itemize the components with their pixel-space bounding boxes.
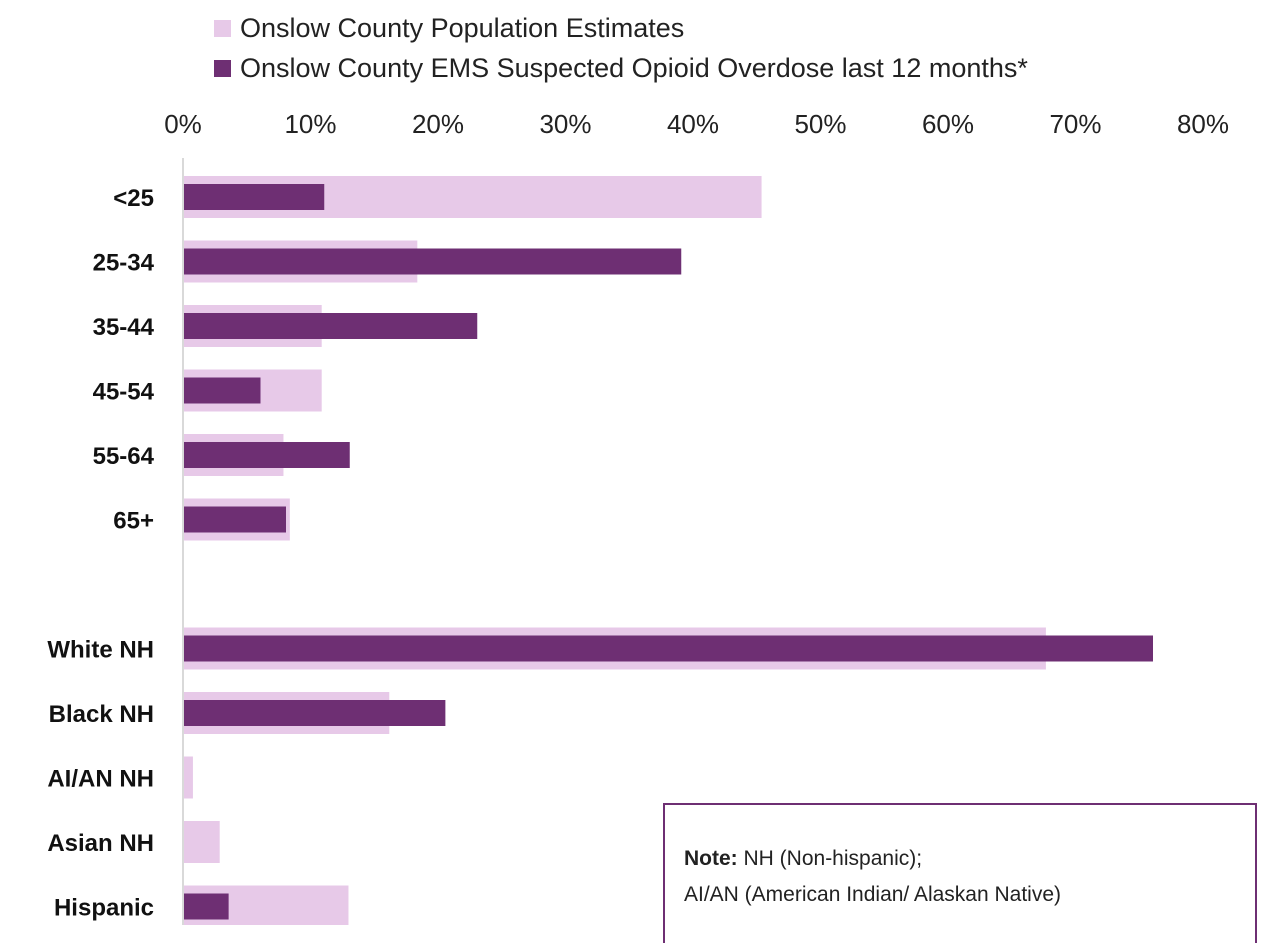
category-label: White NH <box>47 637 154 664</box>
x-tick-label: 20% <box>412 109 464 139</box>
x-tick-label: 70% <box>1049 109 1101 139</box>
note-line-1: Note: NH (Non-hispanic); <box>684 847 922 871</box>
bar-ems <box>184 700 446 726</box>
bar-ems <box>184 377 261 404</box>
bar-population <box>184 821 220 863</box>
category-label: Asian NH <box>47 830 154 857</box>
x-tick-label: 0% <box>164 109 202 139</box>
bar-ems <box>184 313 478 339</box>
category-label: 55-64 <box>93 443 155 470</box>
legend-swatch-population <box>214 19 231 37</box>
legend-label-ems: Onslow County EMS Suspected Opioid Overd… <box>240 52 1028 83</box>
bar-ems <box>184 893 229 920</box>
category-label: Black NH <box>49 701 154 728</box>
note-line-2: AI/AN (American Indian/ Alaskan Native) <box>684 883 1061 906</box>
bar-ems <box>184 248 682 275</box>
x-tick-label: 50% <box>794 109 846 139</box>
category-label: Hispanic <box>54 895 154 922</box>
bar-ems <box>184 635 1153 662</box>
category-label: 65+ <box>113 508 154 535</box>
bar-ems <box>184 184 325 210</box>
note-label: Note: <box>684 847 738 870</box>
legend-label-population: Onslow County Population Estimates <box>240 12 685 43</box>
category-label: 35-44 <box>93 314 155 341</box>
note-box: Note: NH (Non-hispanic); AI/AN (American… <box>663 803 1257 943</box>
x-tick-label: 30% <box>539 109 591 139</box>
category-label: <25 <box>113 185 154 212</box>
legend-item-ems: Onslow County EMS Suspected Opioid Overd… <box>214 48 1028 88</box>
x-tick-label: 80% <box>1177 109 1229 139</box>
legend: Onslow County Population Estimates Onslo… <box>214 8 1028 88</box>
bar-population <box>184 756 193 799</box>
legend-item-population: Onslow County Population Estimates <box>214 8 1028 48</box>
bar-ems <box>184 506 286 533</box>
x-tick-label: 10% <box>284 109 336 139</box>
x-tick-label: 40% <box>667 109 719 139</box>
note-text-1: NH (Non-hispanic); <box>737 847 923 870</box>
category-label: 25-34 <box>93 250 155 277</box>
legend-swatch-ems <box>214 59 231 77</box>
x-tick-label: 60% <box>922 109 974 139</box>
category-label: AI/AN NH <box>47 766 154 793</box>
category-label: 45-54 <box>93 379 155 406</box>
bar-ems <box>184 442 350 468</box>
